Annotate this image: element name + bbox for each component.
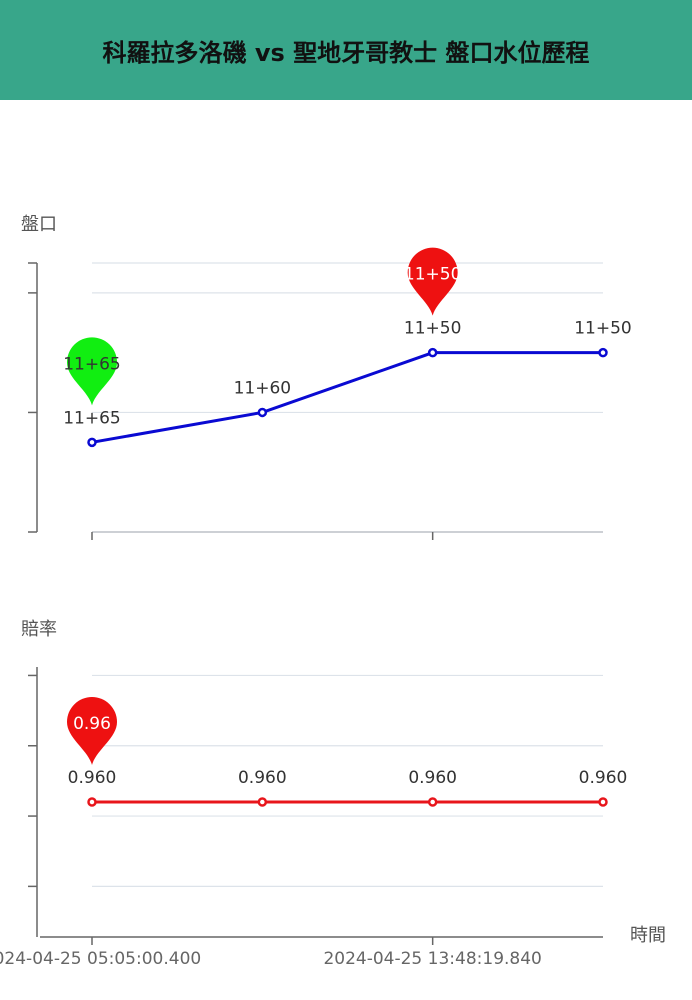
- marker-label: 11+65: [63, 354, 121, 374]
- x-tick-label: 2024-04-25 05:05:00.400: [0, 949, 201, 969]
- marker-pin: [67, 697, 117, 765]
- data-point: [87, 437, 97, 448]
- header: 科羅拉多洛磯 vs 聖地牙哥教士 盤口水位歷程: [0, 0, 692, 100]
- data-label: 0.960: [68, 768, 117, 788]
- data-point: [427, 347, 438, 358]
- data-label: 11+60: [234, 378, 292, 398]
- data-line: [91, 351, 603, 444]
- data-label: 11+50: [404, 319, 462, 339]
- marker-label: 0.96: [73, 714, 111, 734]
- x-axis-label: 時間: [630, 925, 666, 946]
- data-point: [87, 797, 97, 807]
- marker-label: 11+50: [404, 265, 462, 285]
- data-point: [598, 797, 608, 807]
- data-point: [598, 347, 608, 358]
- data-point: [257, 407, 268, 418]
- data-label: 0.960: [408, 768, 457, 788]
- data-label: 0.960: [238, 768, 287, 788]
- marker-pin: [67, 337, 117, 406]
- y-axis-label: 賠率: [21, 619, 57, 640]
- data-label: 0.960: [579, 768, 628, 788]
- data-label: 11+50: [574, 319, 632, 339]
- data-label: 11+65: [63, 408, 121, 428]
- data-point: [427, 797, 438, 807]
- page-title: 科羅拉多洛磯 vs 聖地牙哥教士 盤口水位歷程: [102, 38, 590, 67]
- marker-pin: [407, 247, 458, 316]
- x-tick-label: 2024-04-25 13:48:19.840: [323, 949, 541, 969]
- data-point: [257, 797, 268, 807]
- y-axis-label: 盤口: [21, 214, 57, 235]
